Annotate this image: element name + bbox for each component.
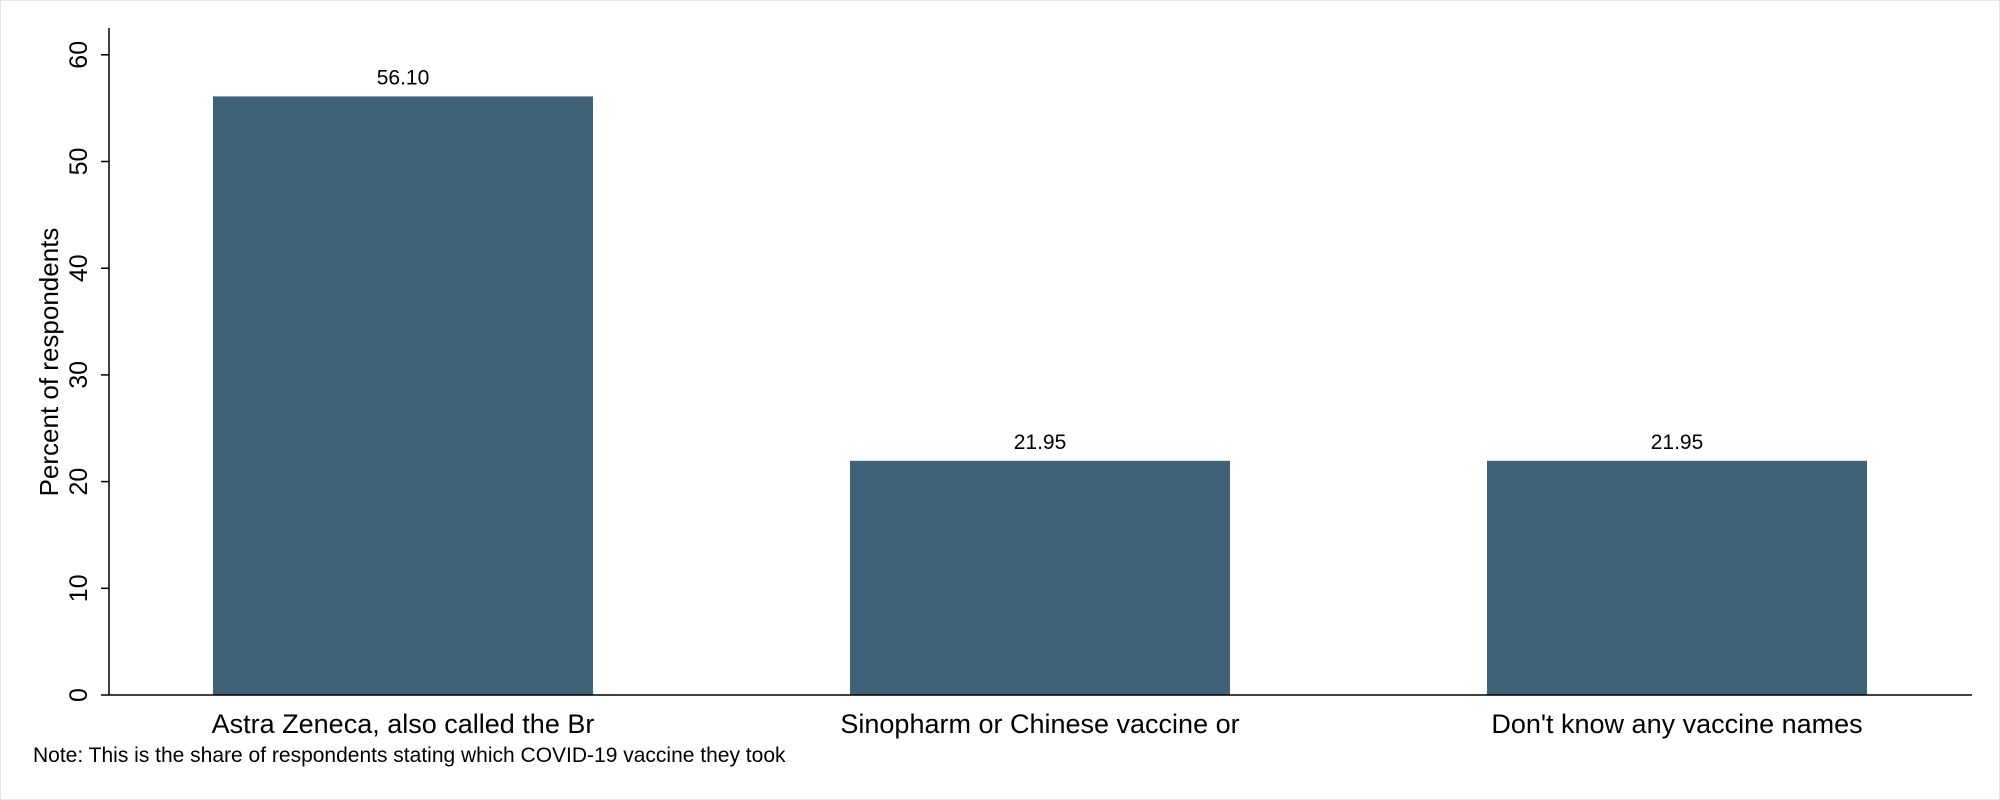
y-axis-title: Percent of respondents xyxy=(34,228,64,497)
bar xyxy=(1487,460,1867,695)
category-label: Don't know any vaccine names xyxy=(1491,709,1862,739)
bar-value-label: 21.95 xyxy=(1651,431,1704,454)
bar-value-label: 56.10 xyxy=(377,66,430,89)
bars xyxy=(213,96,1867,695)
chart-note: Note: This is the share of respondents s… xyxy=(33,744,786,767)
y-tick-label: 20 xyxy=(65,468,93,496)
y-tick-label: 10 xyxy=(65,574,93,602)
bar xyxy=(213,96,593,695)
category-labels: Astra Zeneca, also called the Br Sinophar… xyxy=(212,709,1863,739)
bar-labels: 56.10 21.95 21.95 xyxy=(377,66,1704,453)
y-tick-label: 30 xyxy=(65,361,93,389)
category-label: Sinopharm or Chinese vaccine or xyxy=(840,709,1239,739)
y-tick-label: 40 xyxy=(65,254,93,282)
y-tick-label: 60 xyxy=(65,41,93,69)
bar-value-label: 21.95 xyxy=(1014,431,1067,454)
bar xyxy=(850,460,1230,695)
y-tick-label: 50 xyxy=(65,148,93,176)
y-axis-ticks: 0 10 20 30 40 50 60 xyxy=(65,41,109,702)
y-tick-label: 0 xyxy=(65,688,93,702)
category-label: Astra Zeneca, also called the Br xyxy=(212,709,595,739)
